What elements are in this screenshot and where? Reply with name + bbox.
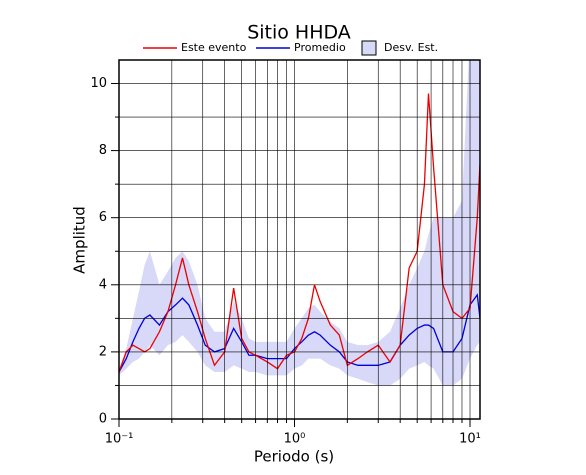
- std-band: [119, 60, 480, 386]
- y-tick-label: 2: [99, 344, 107, 359]
- legend-label: Promedio: [294, 41, 346, 54]
- y-tick-label: 10: [90, 76, 107, 91]
- chart-title: Sitio HHDA: [247, 22, 351, 44]
- x-tick-label: 10¹: [459, 432, 481, 447]
- y-tick-label: 8: [99, 143, 107, 158]
- y-tick-label: 4: [99, 277, 107, 292]
- legend: Este evento Promedio Desv. Est.: [143, 40, 438, 56]
- legend-label: Este evento: [181, 41, 247, 54]
- x-axis-label: Periodo (s): [254, 448, 334, 466]
- legend-swatch: [361, 40, 377, 56]
- x-tick-label: 10⁻¹: [105, 432, 134, 447]
- y-tick-label: 0: [99, 412, 107, 427]
- legend-label: Desv. Est.: [384, 41, 438, 54]
- plot-area: [119, 60, 480, 386]
- y-tick-label: 6: [99, 210, 107, 225]
- y-axis-label: Amplitud: [71, 206, 89, 274]
- x-tick-label: 10⁰: [284, 432, 306, 447]
